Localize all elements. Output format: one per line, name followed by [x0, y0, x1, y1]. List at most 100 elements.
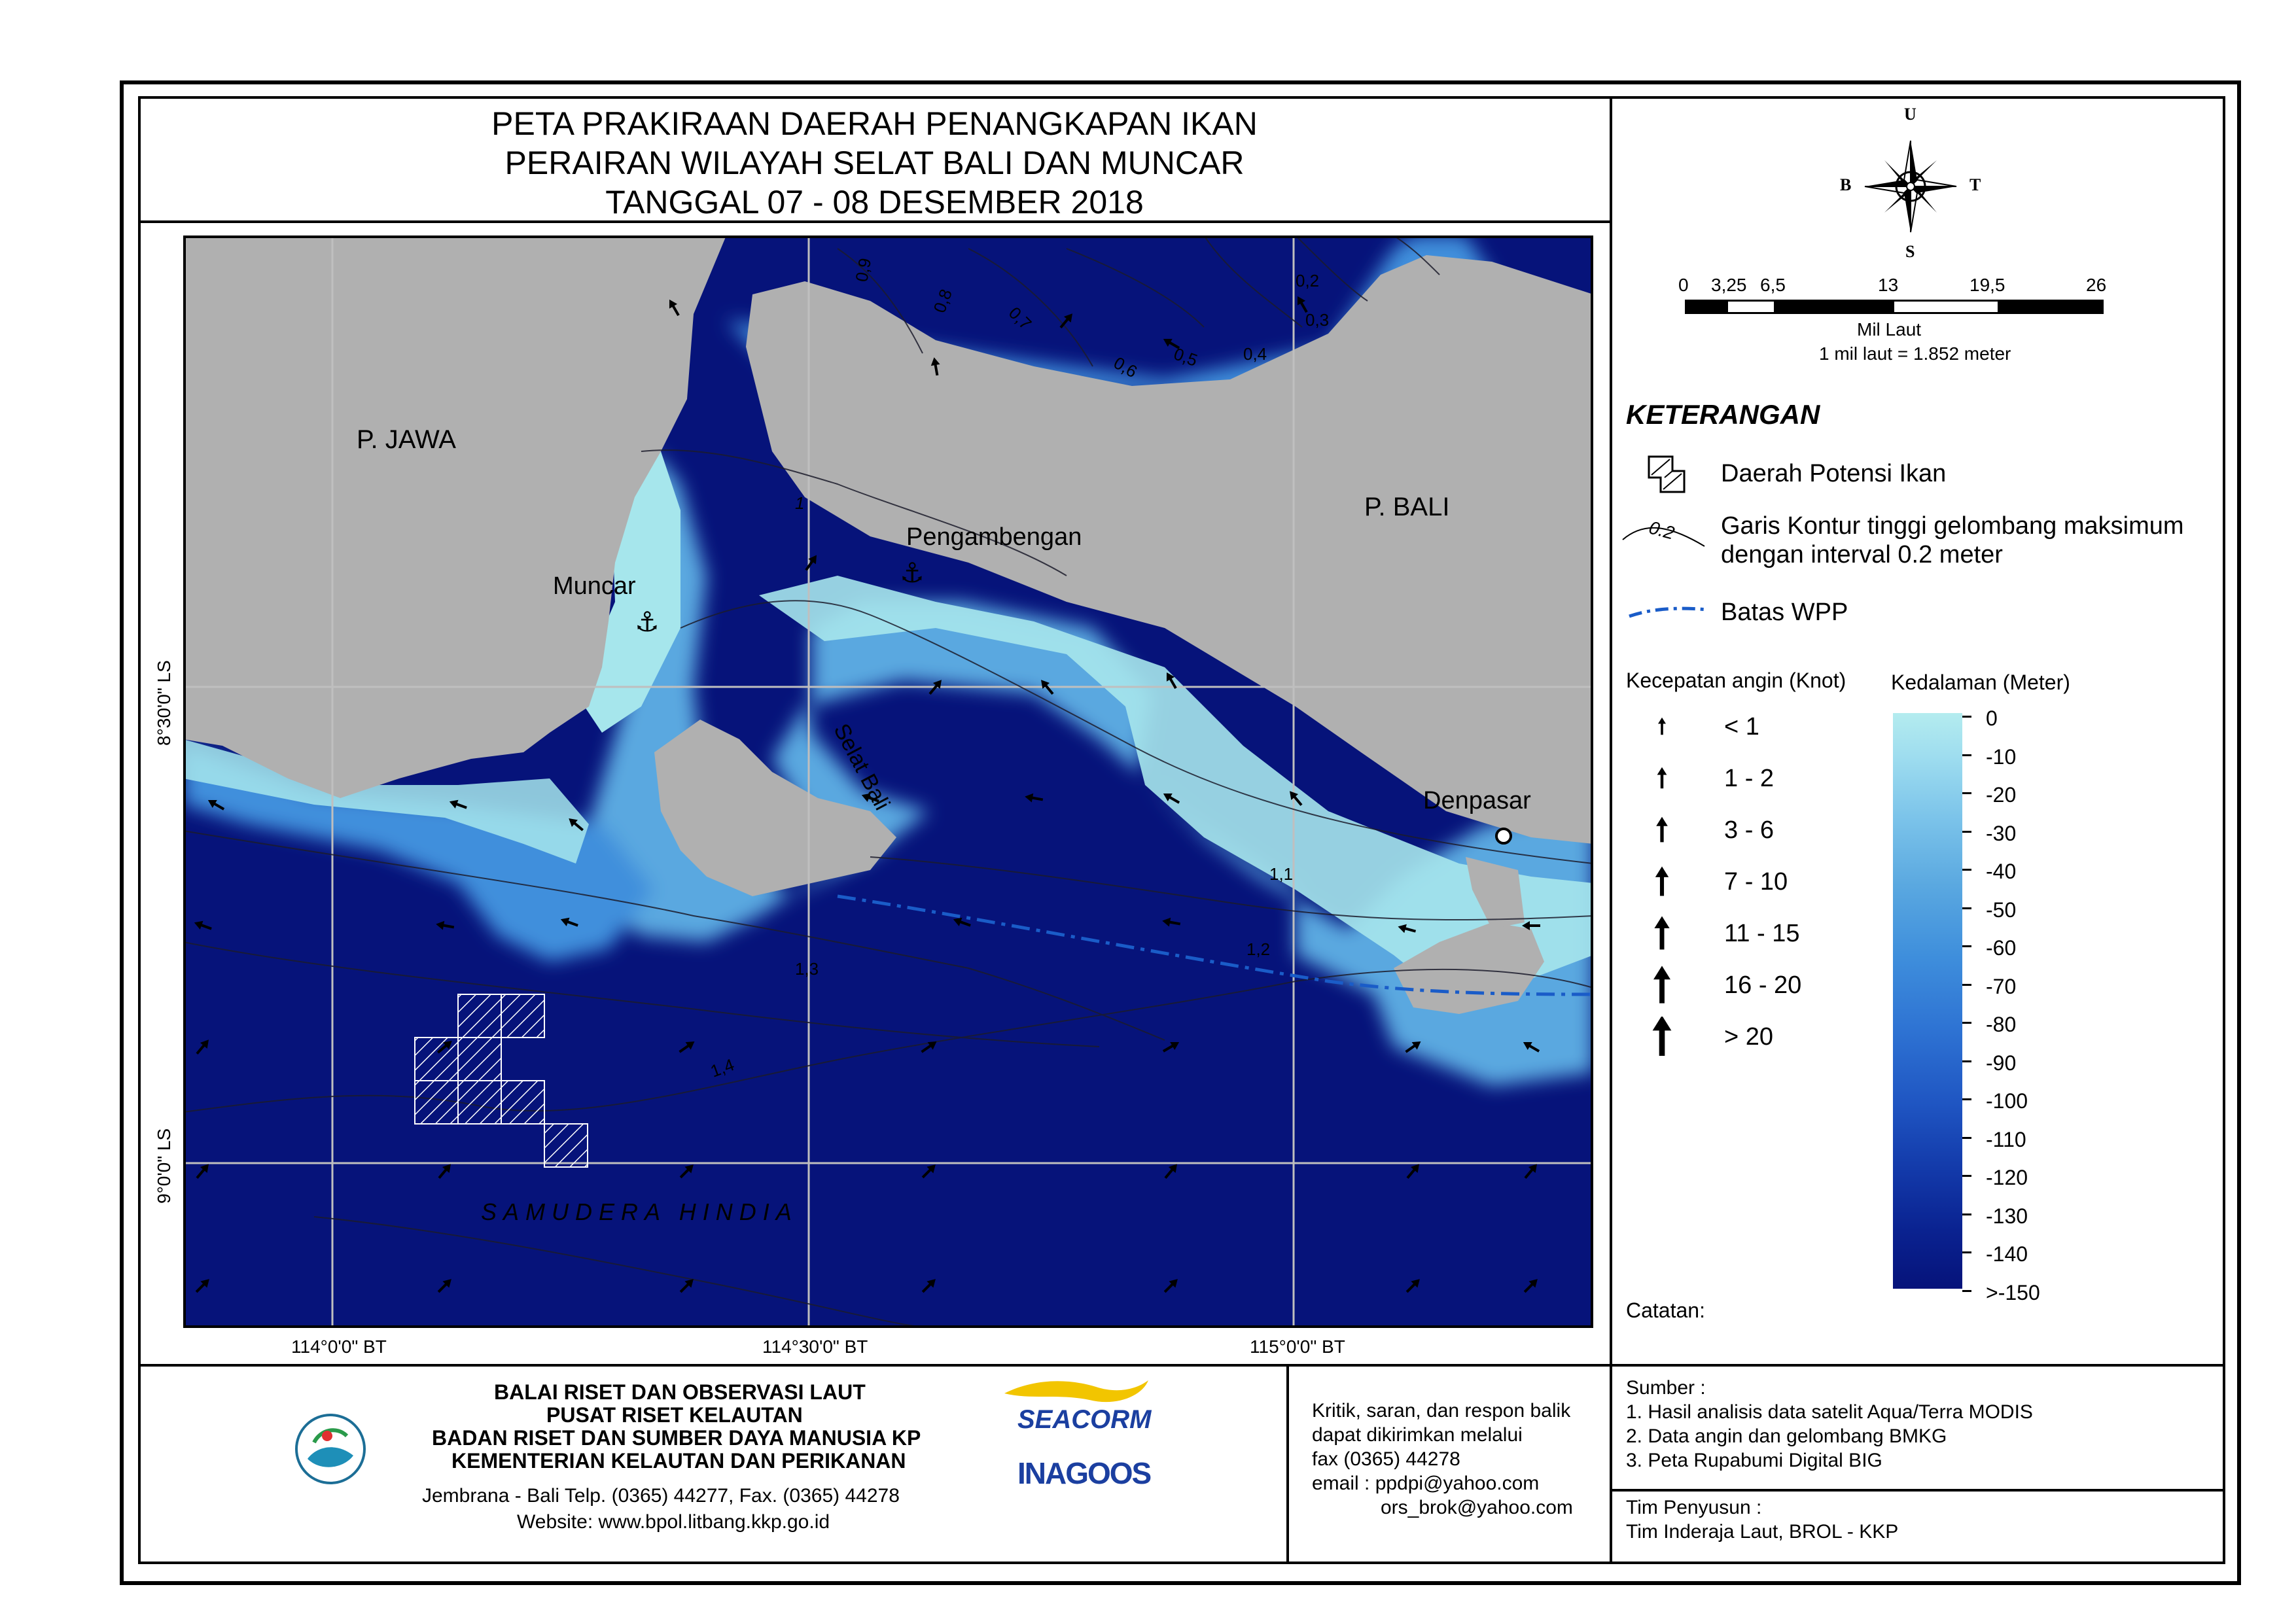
wind-legend-label: 11 - 15 — [1724, 920, 1800, 947]
scale-tick-195: 19,5 — [1969, 275, 2005, 295]
contour-label-11: 1,1 — [1269, 864, 1293, 884]
wind-arrow-icon — [1163, 793, 1180, 804]
wind-legend-arrow-icon — [1656, 816, 1668, 843]
brol-logo-icon — [295, 1414, 366, 1484]
wind-arrow-icon — [1163, 338, 1180, 349]
seacorm-emblem-icon — [1004, 1380, 1148, 1403]
wind-arrow-icon — [921, 1041, 937, 1053]
depth-tick-mark — [1962, 1060, 1971, 1062]
wind-arrow-icon — [1162, 917, 1181, 927]
divider-v — [1610, 96, 1612, 1564]
map-canvas: 0,9 0,8 0,7 0,6 0,5 0,4 0,3 0,2 1 1,1 1,… — [183, 236, 1593, 1328]
wind-arrow-icon — [921, 1164, 936, 1179]
depth-tick-mark — [1962, 830, 1971, 833]
footer-source1: 1. Hasil analisis data satelit Aqua/Terr… — [1626, 1401, 2033, 1423]
contour-label-09: 0,9 — [851, 256, 875, 283]
footer-address: Jembrana - Bali Telp. (0365) 44277, Fax.… — [422, 1485, 900, 1507]
near-shore-bali — [759, 576, 1593, 1007]
denpasar-marker-icon — [1495, 828, 1512, 845]
contour-label-12: 1,2 — [1246, 939, 1270, 959]
depth-tick-label: -40 — [1986, 860, 2017, 883]
depth-colorbar — [1893, 713, 1962, 1289]
wind-arrow-icon — [1162, 1041, 1180, 1053]
wind-arrow-icon — [569, 818, 584, 831]
lon-label-1150: 115°0'0" BT — [1250, 1336, 1345, 1357]
wind-arrow-icon — [861, 793, 879, 803]
wind-legend-arrow-icon — [1658, 717, 1666, 735]
wind-legend-label: 7 - 10 — [1724, 868, 1788, 896]
footer-team-title: Tim Penyusun : — [1626, 1497, 1762, 1518]
fish-zone-legend-icon — [1648, 455, 1686, 493]
scale-tick-325: 3,25 — [1711, 275, 1747, 295]
title-line-2: PERAIRAN WILAYAH SELAT BALI DAN MUNCAR — [504, 145, 1245, 181]
contour-legend-icon — [1622, 527, 1705, 547]
contour-label-13: 1,3 — [795, 959, 819, 979]
wind-arrow-icon — [679, 1164, 694, 1179]
depth-tick-mark — [1962, 1175, 1971, 1177]
depth-tick-label: -80 — [1986, 1013, 2017, 1036]
wind-arrow-icon — [1164, 1164, 1177, 1179]
scale-tick-13: 13 — [1878, 275, 1899, 295]
wind-arrow-icon — [1398, 924, 1417, 934]
wind-arrow-icon — [195, 1279, 209, 1293]
lat-label-900: 9°0'0" LS — [154, 1128, 174, 1204]
depth-tick-label: -20 — [1986, 783, 2017, 807]
compass-north: U — [1904, 105, 1916, 124]
depth-tick-label: -140 — [1986, 1242, 2028, 1266]
anchor-icon: ⚓ — [635, 606, 660, 638]
contour-label-02: 0,2 — [1296, 271, 1319, 290]
depth-tick-label: 0 — [1986, 707, 1998, 730]
wind-arrow-icon — [196, 1164, 209, 1179]
depth-tick-mark — [1962, 1022, 1971, 1024]
wind-arrow-icon — [669, 299, 680, 317]
wind-arrow-icon — [207, 799, 225, 811]
depth-tick-mark — [1962, 1098, 1971, 1100]
shallow-strait — [589, 451, 1593, 1086]
wind-arrow-icon — [921, 1279, 936, 1293]
wind-arrow-icon — [1059, 313, 1072, 329]
title-line-1: PETA PRAKIRAAN DAERAH PENANGKAPAN IKAN — [491, 105, 1258, 142]
compass-west: B — [1840, 175, 1852, 194]
footer-team: Tim Inderaja Laut, BROL - KKP — [1626, 1521, 1899, 1543]
divider-footer-right — [1610, 1489, 2225, 1492]
depth-tick-label: -60 — [1986, 936, 2017, 960]
legend-contour-line2: dengan interval 0.2 meter — [1721, 541, 2003, 568]
compass-south: S — [1905, 242, 1915, 261]
divider-footer — [138, 1364, 2225, 1367]
depth-tick-mark — [1962, 1289, 1971, 1292]
depth-tick-mark — [1962, 869, 1971, 871]
scale-note: 1 mil laut = 1.852 meter — [1819, 343, 2011, 364]
footer-source3: 3. Peta Rupabumi Digital BIG — [1626, 1450, 1882, 1471]
depth-tick-mark — [1962, 792, 1971, 794]
wind-arrow-icon — [1405, 1279, 1420, 1293]
wind-arrow-icon — [436, 1041, 452, 1054]
legend-heading: KETERANGAN — [1626, 399, 1820, 430]
depth-tick-mark — [1962, 754, 1971, 756]
footer-contact2: dapat dikirimkan melalui — [1312, 1424, 1523, 1446]
label-bali: P. BALI — [1364, 493, 1450, 521]
depth-legend-title: Kedalaman (Meter) — [1891, 671, 2070, 694]
wind-arrow-icon — [1041, 680, 1054, 695]
depth-tick-label: -120 — [1986, 1166, 2028, 1189]
wind-legend-label: > 20 — [1724, 1023, 1774, 1051]
wind-arrow-icon — [679, 1041, 695, 1053]
wind-arrow-icon — [194, 920, 212, 930]
compass-east: T — [1969, 175, 1981, 194]
footer-org2: PUSAT RISET KELAUTAN — [546, 1403, 803, 1427]
wind-legend-arrow-icon — [1654, 916, 1670, 950]
map-border — [183, 236, 1593, 1328]
scale-unit: Mil Laut — [1857, 319, 1922, 340]
divider-footer-v — [1286, 1364, 1289, 1564]
seacorm-text: SEACORM — [1017, 1405, 1152, 1434]
inner-frame — [138, 96, 2225, 1564]
contour-label-03: 0,3 — [1305, 310, 1329, 330]
wind-arrow-icon — [1523, 1041, 1540, 1053]
lon-label-11430: 114°30'0" BT — [762, 1336, 868, 1357]
wind-legend-arrow-icon — [1652, 1017, 1672, 1056]
wind-legend-label: < 1 — [1724, 713, 1759, 741]
wpp-boundary — [837, 894, 1593, 996]
wind-arrow-icon — [437, 1279, 451, 1293]
seacorm-logo: SEACORM — [998, 1374, 1155, 1439]
footer-org4: KEMENTERIAN KELAUTAN DAN PERIKANAN — [451, 1449, 906, 1473]
depth-tick-mark — [1962, 1213, 1971, 1215]
